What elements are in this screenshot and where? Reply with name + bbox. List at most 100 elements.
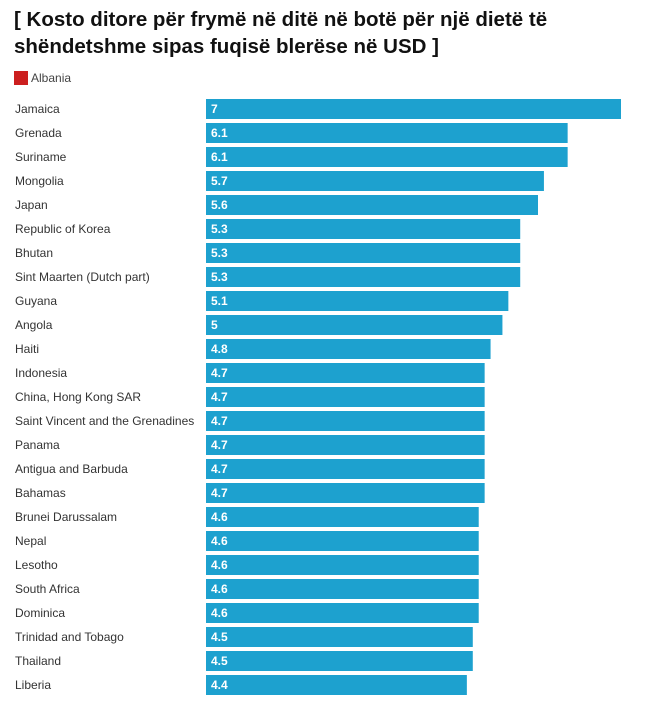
bar[interactable] bbox=[206, 483, 485, 503]
bar[interactable] bbox=[206, 675, 467, 695]
bar[interactable] bbox=[206, 387, 485, 407]
bar-row: Sint Maarten (Dutch part) 5.3 bbox=[15, 267, 521, 287]
value-label: 4.6 bbox=[211, 606, 228, 620]
bar[interactable] bbox=[206, 171, 544, 191]
bar[interactable] bbox=[206, 507, 479, 527]
category-label: Suriname bbox=[15, 150, 67, 164]
value-label: 6.1 bbox=[211, 126, 228, 140]
value-label: 5.3 bbox=[211, 246, 228, 260]
category-label: Panama bbox=[15, 438, 60, 452]
value-label: 4.6 bbox=[211, 534, 228, 548]
bar[interactable] bbox=[206, 627, 473, 647]
value-label: 5.3 bbox=[211, 270, 228, 284]
value-label: 4.5 bbox=[211, 654, 228, 668]
value-label: 4.4 bbox=[211, 678, 228, 692]
legend: Albania bbox=[14, 71, 71, 85]
bar-row: Thailand 4.5 bbox=[15, 651, 473, 671]
bar[interactable] bbox=[206, 603, 479, 623]
value-label: 5 bbox=[211, 318, 218, 332]
category-label: Saint Vincent and the Grenadines bbox=[15, 414, 194, 428]
category-label: Antigua and Barbuda bbox=[15, 462, 128, 476]
bar[interactable] bbox=[206, 243, 521, 263]
category-label: Mongolia bbox=[15, 174, 64, 188]
bar[interactable] bbox=[206, 363, 485, 383]
bar-row: Bahamas 4.7 bbox=[15, 483, 485, 503]
bar-row: China, Hong Kong SAR 4.7 bbox=[15, 387, 485, 407]
category-label: Bahamas bbox=[15, 486, 66, 500]
value-label: 5.3 bbox=[211, 222, 228, 236]
bar-row: Angola 5 bbox=[15, 315, 503, 335]
category-label: Jamaica bbox=[15, 102, 60, 116]
category-label: Trinidad and Tobago bbox=[15, 630, 124, 644]
bar-row: Panama 4.7 bbox=[15, 435, 485, 455]
bar[interactable] bbox=[206, 339, 491, 359]
legend-swatch bbox=[14, 71, 28, 85]
bar-row: Republic of Korea 5.3 bbox=[15, 219, 521, 239]
category-label: Sint Maarten (Dutch part) bbox=[15, 270, 150, 284]
value-label: 4.5 bbox=[211, 630, 228, 644]
bar-row: Trinidad and Tobago 4.5 bbox=[15, 627, 473, 647]
bar[interactable] bbox=[206, 219, 521, 239]
category-label: Dominica bbox=[15, 606, 65, 620]
bar[interactable] bbox=[206, 411, 485, 431]
value-label: 4.6 bbox=[211, 510, 228, 524]
bar-row: Bhutan 5.3 bbox=[15, 243, 521, 263]
value-label: 4.7 bbox=[211, 414, 228, 428]
value-label: 4.8 bbox=[211, 342, 228, 356]
bar-row: Indonesia 4.7 bbox=[15, 363, 485, 383]
bar[interactable] bbox=[206, 459, 485, 479]
value-label: 4.7 bbox=[211, 390, 228, 404]
category-label: Nepal bbox=[15, 534, 46, 548]
category-label: Lesotho bbox=[15, 558, 58, 572]
bar-row: Saint Vincent and the Grenadines 4.7 bbox=[15, 411, 485, 431]
bar[interactable] bbox=[206, 147, 568, 167]
value-label: 4.7 bbox=[211, 438, 228, 452]
bar-row: Nepal 4.6 bbox=[15, 531, 479, 551]
category-label: Grenada bbox=[15, 126, 62, 140]
value-label: 4.7 bbox=[211, 486, 228, 500]
bar-row: South Africa 4.6 bbox=[15, 579, 479, 599]
value-label: 4.7 bbox=[211, 366, 228, 380]
bar[interactable] bbox=[206, 435, 485, 455]
value-label: 4.6 bbox=[211, 558, 228, 572]
bar-row: Antigua and Barbuda 4.7 bbox=[15, 459, 485, 479]
bar-row: Suriname 6.1 bbox=[15, 147, 568, 167]
bar[interactable] bbox=[206, 267, 521, 287]
category-label: South Africa bbox=[15, 582, 80, 596]
bar-row: Liberia 4.4 bbox=[15, 675, 467, 695]
bar[interactable] bbox=[206, 651, 473, 671]
value-label: 4.7 bbox=[211, 462, 228, 476]
value-label: 5.1 bbox=[211, 294, 228, 308]
bar-row: Grenada 6.1 bbox=[15, 123, 568, 143]
value-label: 7 bbox=[211, 102, 218, 116]
category-label: Thailand bbox=[15, 654, 61, 668]
category-label: Republic of Korea bbox=[15, 222, 111, 236]
value-label: 5.6 bbox=[211, 198, 228, 212]
category-label: Japan bbox=[15, 198, 48, 212]
category-label: Liberia bbox=[15, 678, 51, 692]
value-label: 5.7 bbox=[211, 174, 228, 188]
bar[interactable] bbox=[206, 531, 479, 551]
bar[interactable] bbox=[206, 579, 479, 599]
bar[interactable] bbox=[206, 315, 503, 335]
bar-row: Haiti 4.8 bbox=[15, 339, 491, 359]
bar[interactable] bbox=[206, 555, 479, 575]
bar[interactable] bbox=[206, 195, 538, 215]
bar[interactable] bbox=[206, 291, 509, 311]
bar-row: Brunei Darussalam 4.6 bbox=[15, 507, 479, 527]
category-label: Bhutan bbox=[15, 246, 53, 260]
category-label: Angola bbox=[15, 318, 53, 332]
legend-label: Albania bbox=[31, 71, 72, 85]
bar-row: Mongolia 5.7 bbox=[15, 171, 544, 191]
bar-row: Japan 5.6 bbox=[15, 195, 538, 215]
category-label: Indonesia bbox=[15, 366, 67, 380]
bar-row: Dominica 4.6 bbox=[15, 603, 479, 623]
category-label: Haiti bbox=[15, 342, 39, 356]
category-label: Brunei Darussalam bbox=[15, 510, 117, 524]
value-label: 4.6 bbox=[211, 582, 228, 596]
bar[interactable] bbox=[206, 123, 568, 143]
category-label: China, Hong Kong SAR bbox=[15, 390, 141, 404]
bar-row: Guyana 5.1 bbox=[15, 291, 509, 311]
bar[interactable] bbox=[206, 99, 621, 119]
